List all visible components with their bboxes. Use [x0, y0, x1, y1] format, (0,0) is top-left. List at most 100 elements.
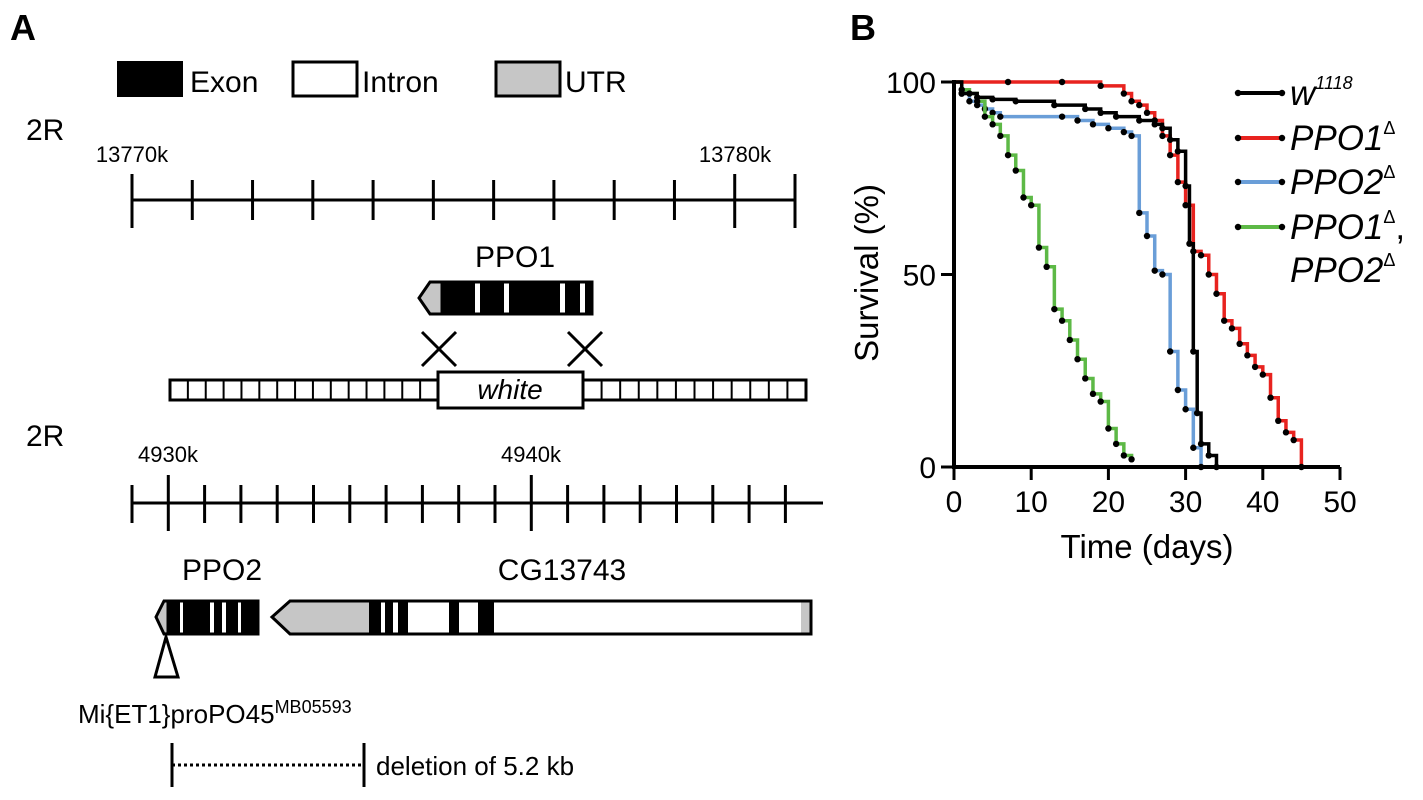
censor-mark	[1105, 125, 1112, 132]
censor-mark	[1004, 151, 1012, 159]
y-tick-label: 50	[903, 260, 936, 293]
legend-entry: PPO1Δ,PPO2Δ	[1234, 207, 1405, 290]
x-tick-label: 50	[1323, 486, 1356, 519]
censor-mark	[1228, 325, 1236, 332]
censor-mark	[1166, 348, 1174, 355]
censor-mark	[1275, 417, 1282, 424]
utr-swatch	[494, 60, 562, 98]
series-2	[954, 80, 1205, 471]
cg13743-gene-label: CG13743	[498, 554, 626, 587]
censor-mark	[1051, 305, 1058, 313]
ppo1-exon-block	[442, 282, 592, 314]
censor-mark	[958, 90, 965, 97]
white-marker-label: white	[477, 374, 542, 405]
legend-label: PPO1Δ,	[1290, 207, 1405, 247]
recombination-cross-left	[420, 330, 458, 368]
censor-mark	[1058, 113, 1066, 120]
censor-mark	[1166, 151, 1174, 159]
legend-dot	[1234, 178, 1242, 186]
censor-mark	[1120, 452, 1128, 459]
locus1-ruler	[130, 174, 797, 228]
censor-mark	[1020, 194, 1027, 201]
censor-mark	[1082, 105, 1089, 113]
locus1-end-label: 13780k	[699, 142, 772, 167]
censor-mark	[997, 132, 1004, 140]
censor-mark	[1159, 125, 1166, 132]
x-tick-label: 40	[1246, 486, 1279, 519]
cg13743-exon	[398, 601, 408, 634]
legend-exon-label: Exon	[190, 66, 258, 99]
legend-entry: w1118	[1234, 73, 1353, 113]
cg13743-exon	[369, 601, 381, 634]
survival-chart: 0 10 20 30 40 50 0 50 100 Time (days) Survival (…	[848, 67, 1405, 565]
insertion-label: Mi{ET1}proPO45MB05593	[78, 697, 352, 729]
legend-dot	[1234, 134, 1242, 142]
panel-b-label: B	[850, 7, 876, 48]
censor-mark	[1120, 90, 1128, 97]
censor-mark	[1143, 232, 1151, 240]
x-axis-title: Time (days)	[1061, 528, 1234, 565]
x-tick-label: 30	[1169, 486, 1202, 519]
ppo1-gene-label: PPO1	[475, 241, 555, 274]
homology-arms	[168, 378, 808, 402]
censor-mark	[1105, 425, 1112, 432]
insertion-label-base: Mi{ET1}proPO45	[78, 699, 275, 729]
ppo2-intron	[210, 601, 214, 634]
series-3	[954, 80, 1135, 463]
censor-mark	[1143, 109, 1151, 117]
censor-mark	[1221, 317, 1228, 324]
censor-mark	[1035, 244, 1043, 251]
ppo1-utr	[417, 280, 444, 316]
cg13743-utr	[272, 601, 369, 634]
censor-mark	[1236, 340, 1243, 347]
censor-mark	[1066, 336, 1074, 344]
locus2-chrom-label: 2R	[26, 420, 64, 453]
censor-mark	[1128, 132, 1135, 140]
y-tick-label: 0	[919, 452, 936, 485]
censor-mark	[1182, 406, 1189, 413]
censor-mark	[989, 121, 996, 128]
x-tick-label: 10	[1015, 486, 1048, 519]
legend-label: w1118	[1290, 73, 1353, 113]
legend-dot	[1278, 89, 1286, 97]
locus1-chrom-label: 2R	[26, 114, 64, 147]
cg13743-gene-model	[269, 599, 813, 636]
legend-entry: PPO1Δ	[1234, 118, 1395, 158]
censor-mark	[1058, 78, 1066, 86]
censor-mark	[1089, 390, 1097, 398]
censor-mark	[1182, 182, 1189, 190]
censor-mark	[989, 109, 996, 117]
chart-ticks: 0 10 20 30 40 50 0 50 100	[886, 67, 1357, 519]
censor-mark	[1074, 117, 1081, 124]
censor-mark	[1174, 178, 1182, 186]
censor-mark	[1159, 271, 1166, 278]
ppo1-gene-model	[417, 280, 594, 316]
legend-label: PPO2Δ	[1290, 250, 1395, 290]
censor-mark	[1174, 386, 1182, 394]
x-tick-label: 20	[1092, 486, 1125, 519]
x-tick-label: 0	[946, 486, 963, 519]
censor-mark	[1128, 98, 1135, 105]
censor-mark	[1074, 356, 1081, 363]
censor-mark	[997, 113, 1004, 120]
censor-mark	[966, 98, 973, 105]
censor-mark	[1051, 101, 1058, 109]
ppo1-intron	[475, 282, 480, 314]
intron-swatch	[291, 60, 359, 98]
censor-mark	[1012, 167, 1019, 174]
ppo1-intron	[580, 282, 585, 314]
censor-mark	[1097, 82, 1104, 90]
recombination-cross-right	[566, 330, 604, 368]
censor-mark	[1112, 113, 1120, 120]
ppo1-gene-outline	[440, 280, 594, 316]
censor-mark	[1097, 398, 1104, 405]
censor-mark	[1282, 429, 1290, 436]
y-axis-title: Survival (%)	[848, 184, 885, 362]
censor-mark	[1190, 444, 1197, 451]
homology-arm	[168, 378, 440, 402]
ppo2-intron	[180, 601, 183, 634]
legend-dot	[1278, 178, 1286, 186]
ppo1-intron	[504, 282, 509, 314]
ppo2-intron	[222, 601, 226, 634]
